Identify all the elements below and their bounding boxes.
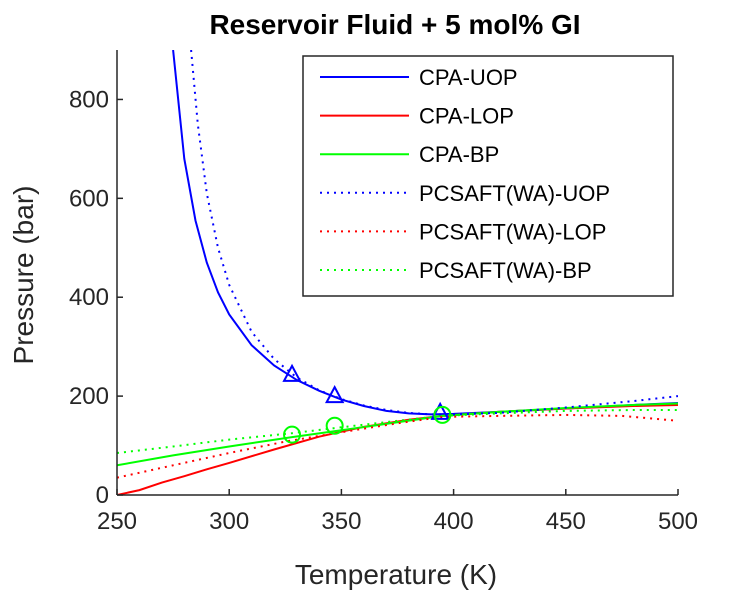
circle-marker bbox=[433, 405, 452, 424]
y-tick-label: 800 bbox=[69, 86, 109, 113]
x-tick-label: 400 bbox=[434, 508, 474, 535]
legend-label: CPA-UOP bbox=[419, 65, 518, 90]
x-tick-label: 350 bbox=[321, 508, 361, 535]
y-tick-label: 600 bbox=[69, 185, 109, 212]
plot-area bbox=[117, 50, 678, 495]
triangle-marker bbox=[325, 384, 345, 404]
y-axis-title: Pressure (bar) bbox=[8, 186, 39, 365]
legend-box bbox=[302, 55, 674, 297]
x-tick-label: 500 bbox=[658, 508, 698, 535]
legend-label: PCSAFT(WA)-BP bbox=[419, 258, 592, 283]
legend-label: PCSAFT(WA)-LOP bbox=[419, 219, 606, 244]
legend-label: PCSAFT(WA)-UOP bbox=[419, 181, 610, 206]
y-tick-label: 200 bbox=[69, 383, 109, 410]
legend-label: CPA-LOP bbox=[419, 104, 514, 129]
x-axis-title: Temperature (K) bbox=[295, 559, 497, 590]
y-tick-label: 400 bbox=[69, 284, 109, 311]
chart-title: Reservoir Fluid + 5 mol% GI bbox=[209, 9, 580, 40]
x-tick-label: 450 bbox=[546, 508, 586, 535]
circle-marker bbox=[325, 416, 344, 435]
triangle-marker bbox=[282, 363, 302, 382]
x-tick-label: 250 bbox=[97, 508, 137, 535]
axes: 250 300 350 400 450 500 0 200 400 600 800 bbox=[69, 50, 698, 535]
circle-marker bbox=[283, 425, 302, 444]
series-line-cpa-bp bbox=[117, 402, 678, 467]
x-tick-label: 300 bbox=[209, 508, 249, 535]
y-tick-label: 0 bbox=[96, 482, 109, 509]
legend-label: CPA-BP bbox=[419, 142, 499, 167]
legend: CPA-UOP CPA-LOP CPA-BP PCSAFT(WA)-UOP PCSAFT… bbox=[302, 55, 674, 297]
